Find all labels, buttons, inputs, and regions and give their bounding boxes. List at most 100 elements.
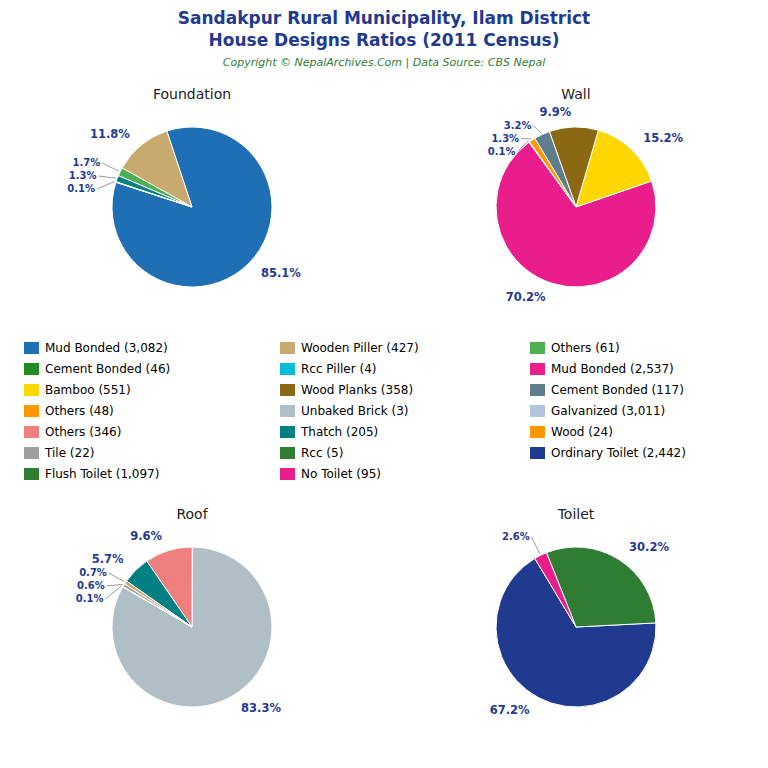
legend-item: Others (48) — [24, 404, 114, 418]
legend-item: Mud Bonded (2,537) — [530, 362, 674, 376]
pie-slice — [112, 127, 272, 287]
legend-swatch — [24, 363, 39, 375]
leader-line — [107, 584, 123, 585]
legend-swatch — [24, 426, 39, 438]
legend-item: Unbaked Brick (3) — [280, 404, 409, 418]
data-label: 0.1% — [67, 183, 95, 194]
chart-root: Sandakpur Rural Municipality, Ilam Distr… — [0, 0, 768, 768]
pie-title: Toilet — [557, 506, 595, 522]
legend-swatch — [24, 342, 39, 354]
pie-slice — [529, 138, 576, 207]
legend-label: Rcc Piller (4) — [301, 362, 376, 376]
legend-label: No Toilet (95) — [301, 467, 381, 481]
pie-slice — [123, 584, 192, 627]
legend-item: Wood (24) — [530, 425, 613, 439]
legend-label: Wood (24) — [551, 425, 613, 439]
data-label: 9.6% — [130, 529, 162, 543]
legend-item: Mud Bonded (3,082) — [24, 341, 168, 355]
legend-label: Unbaked Brick (3) — [301, 404, 409, 418]
legend-item: Bamboo (551) — [24, 383, 131, 397]
title: Sandakpur Rural Municipality, Ilam Distr… — [178, 8, 590, 28]
legend-item: Cement Bonded (46) — [24, 362, 170, 376]
pie-title: Roof — [176, 506, 208, 522]
data-label: 1.3% — [69, 170, 97, 181]
pie-slice — [546, 547, 655, 627]
legend-swatch — [530, 384, 545, 396]
subtitle: House Designs Ratios (2011 Census) — [209, 30, 560, 50]
data-labels: 83.3%9.6%5.7%0.7%0.6%0.1% — [76, 529, 282, 715]
pie-title: Wall — [561, 86, 590, 102]
legend-label: Wooden Piller (427) — [301, 341, 419, 355]
legend-label: Wood Planks (358) — [301, 383, 413, 397]
pie-slice — [112, 547, 272, 707]
slices — [112, 547, 272, 707]
legend-swatch — [24, 384, 39, 396]
slices — [112, 127, 272, 287]
data-labels: 70.2% 15.2% 9.9% 3.2% 1.3% 0.1% — [488, 105, 684, 303]
data-label: 5.7% — [92, 552, 124, 566]
legend-label: Ordinary Toilet (2,442) — [551, 446, 686, 460]
data-label: 15.2% — [643, 131, 683, 145]
legend-item: Cement Bonded (117) — [530, 383, 684, 397]
data-label: 70.2% — [506, 290, 546, 304]
legend-label: Galvanized (3,011) — [551, 404, 665, 418]
legend-label: Others (346) — [45, 425, 121, 439]
data-label: 67.2% — [490, 703, 530, 717]
data-labels: 85.1% 11.8% 1.7% 1.3% 0.1% — [67, 127, 301, 280]
legend-label: Cement Bonded (117) — [551, 383, 684, 397]
legend-item: Ordinary Toilet (2,442) — [530, 446, 686, 460]
data-label: 2.6% — [502, 531, 530, 542]
legend-item: No Toilet (95) — [280, 467, 381, 481]
pie: 83.3%9.6%5.7%0.7%0.6%0.1% — [76, 529, 282, 715]
pie-slice — [116, 176, 192, 207]
pie-slice — [535, 132, 576, 207]
leader-line — [102, 163, 119, 171]
legend: Mud Bonded (3,082) Cement Bonded (46) Bamb… — [24, 341, 686, 481]
legend-swatch — [280, 426, 295, 438]
slices — [496, 547, 656, 707]
data-label: 1.3% — [491, 133, 519, 144]
data-label: 3.2% — [504, 120, 532, 131]
legend-swatch — [280, 447, 295, 459]
pie-title: Foundation — [153, 86, 231, 102]
leader-line — [533, 126, 541, 134]
legend-swatch — [280, 363, 295, 375]
data-label: 0.6% — [77, 580, 105, 591]
data-label: 30.2% — [629, 540, 669, 554]
legend-label: Rcc (5) — [301, 446, 343, 460]
data-label: 0.1% — [76, 593, 104, 604]
data-label: 0.1% — [488, 146, 516, 157]
legend-label: Cement Bonded (46) — [45, 362, 170, 376]
legend-item: Rcc Piller (4) — [280, 362, 376, 376]
legend-label: Others (48) — [45, 404, 114, 418]
legend-item: Galvanized (3,011) — [530, 404, 665, 418]
leader-line — [109, 573, 124, 582]
pie-slice — [535, 553, 576, 627]
pie: 67.2% 30.2% 2.6% — [490, 531, 670, 716]
data-label: 83.3% — [241, 701, 281, 715]
annotation: Copyright © NepalArchives.Com | Data Sou… — [223, 56, 545, 69]
leader-line — [97, 182, 114, 189]
data-label: 1.7% — [72, 157, 100, 168]
legend-label: Others (61) — [551, 341, 620, 355]
legend-label: Mud Bonded (3,082) — [45, 341, 168, 355]
legend-label: Mud Bonded (2,537) — [551, 362, 674, 376]
data-label: 85.1% — [261, 266, 301, 280]
data-label: 11.8% — [90, 127, 130, 141]
pie: 85.1% 11.8% 1.7% 1.3% 0.1% — [67, 127, 301, 287]
legend-swatch — [280, 384, 295, 396]
legend-swatch — [530, 426, 545, 438]
legend-swatch — [24, 468, 39, 480]
data-label: 9.9% — [539, 105, 571, 119]
legend-swatch — [280, 342, 295, 354]
legend-label: Flush Toilet (1,097) — [45, 467, 159, 481]
legend-swatch — [530, 405, 545, 417]
legend-swatch — [530, 363, 545, 375]
legend-item: Rcc (5) — [280, 446, 343, 460]
legend-item: Wood Planks (358) — [280, 383, 413, 397]
legend-swatch — [24, 447, 39, 459]
leader-line — [106, 586, 122, 599]
legend-item: Flush Toilet (1,097) — [24, 467, 159, 481]
legend-item: Others (346) — [24, 425, 121, 439]
legend-swatch — [280, 468, 295, 480]
